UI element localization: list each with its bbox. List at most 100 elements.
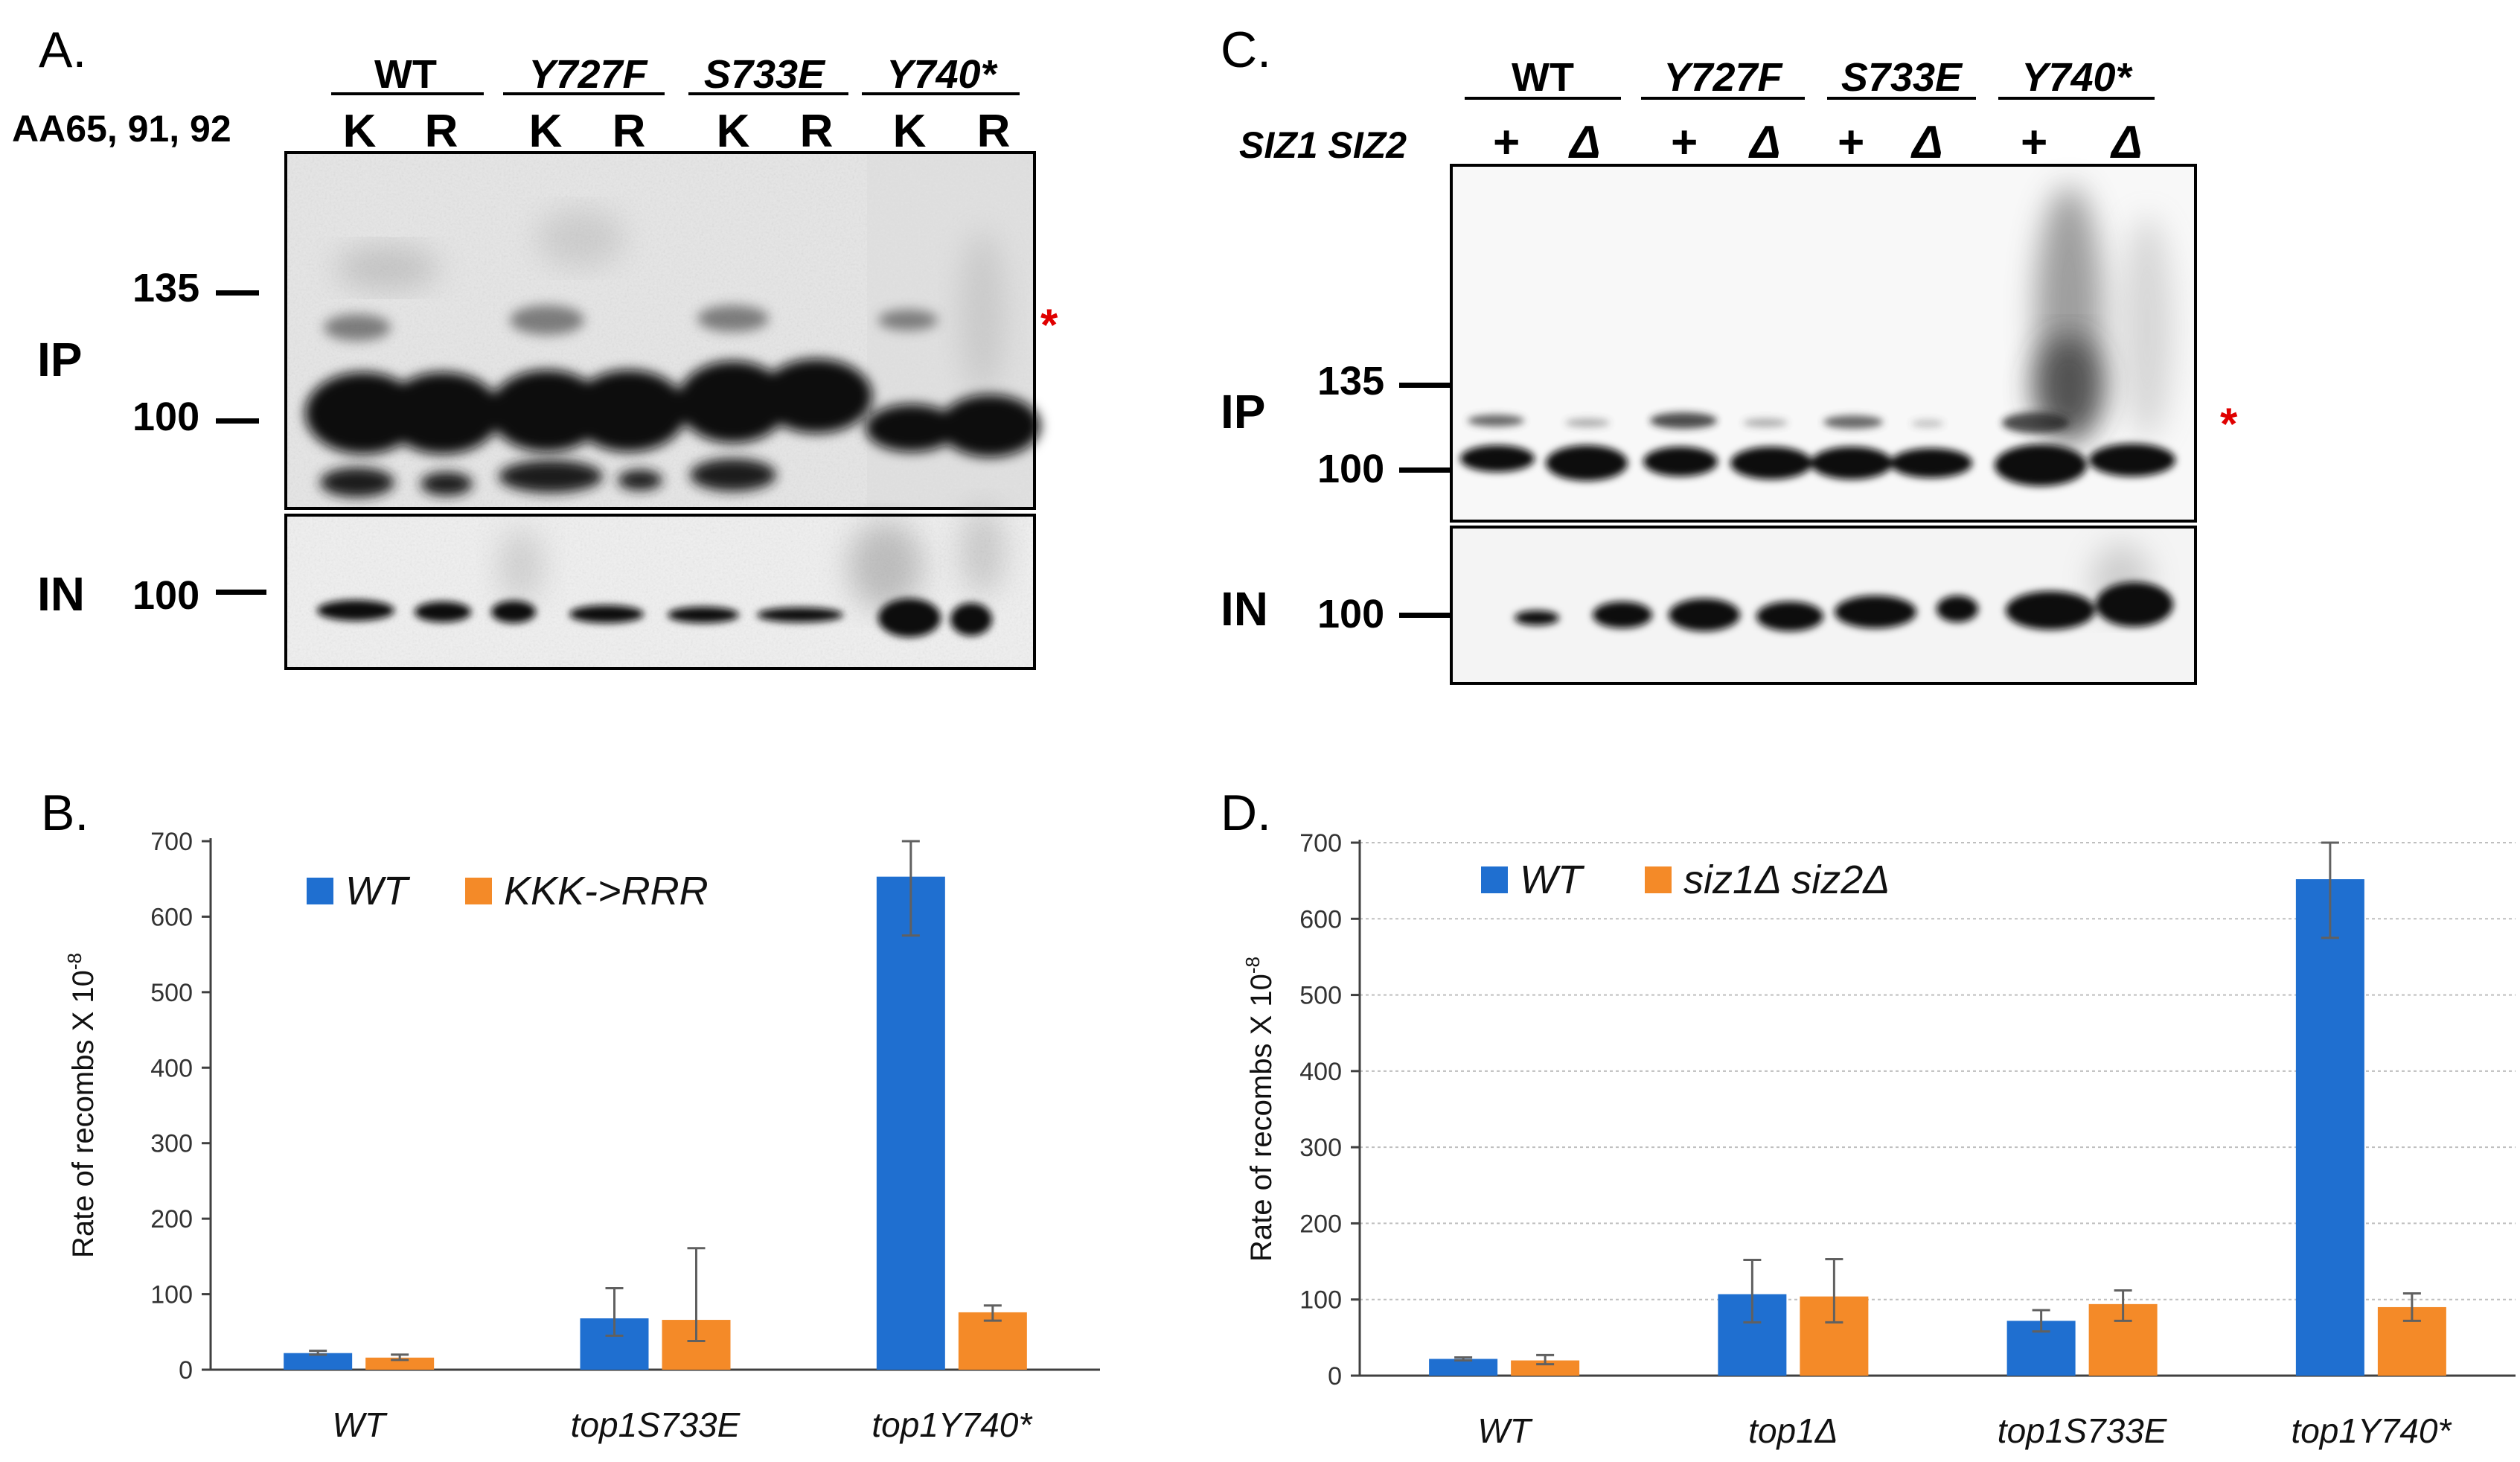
lane-label: Δ (1568, 117, 1601, 168)
y-tick-label: 600 (1299, 905, 1342, 933)
group-label: WT (1512, 55, 1574, 100)
group-label: Y727F (1663, 55, 1783, 100)
lane-label: Δ (1748, 117, 1781, 168)
group-label: Y727F (528, 52, 648, 97)
y-tick-label: 300 (1299, 1134, 1342, 1162)
blot-c-ip (1450, 164, 2197, 523)
lane-label: R (800, 106, 834, 157)
group-label: Y740* (886, 52, 998, 97)
panel-d-label: D. (1221, 785, 1271, 841)
panel-c-group-labels: WT Y727F S733E Y740* (1512, 55, 2134, 100)
x-tick-label: WT (332, 1405, 387, 1444)
panel-c-label: C. (1221, 22, 1271, 78)
bar-wt (284, 1353, 353, 1370)
y-axis-label-exponent: -8 (63, 953, 86, 970)
lane-label: K (717, 106, 750, 157)
in-marker-100: 100 (132, 573, 199, 618)
chart-b: 0 100 200 300 400 500 600 700 Rate of recombs X … (63, 828, 1100, 1444)
legend-label: KKK->RRR (504, 869, 709, 913)
lane-label: + (1492, 117, 1519, 168)
y-tick-label: 600 (150, 903, 193, 931)
marker-tick (1399, 613, 1450, 618)
y-axis-label-exponent: -8 (1241, 957, 1264, 974)
legend-swatch (1645, 866, 1672, 893)
bar-mutant (365, 1357, 435, 1370)
y-tick-label: 500 (1299, 982, 1342, 1010)
panel-a: A. AA65, 91, 92 WT Y727F S733E Y740* K R… (12, 22, 1058, 670)
legend-label: WT (345, 869, 411, 913)
panel-b-label: B. (41, 785, 89, 841)
y-tick-label: 700 (1299, 829, 1342, 858)
y-axis-label-text: Rate of recombs X 10 (67, 970, 100, 1258)
y-tick-label: 400 (150, 1054, 193, 1082)
x-tick-label: top1S733E (1998, 1411, 2168, 1450)
y-tick-label: 100 (150, 1281, 193, 1309)
group-label: Y740* (2021, 55, 2133, 100)
asterisk: * (2220, 399, 2238, 449)
bar-wt (1429, 1359, 1498, 1376)
in-marker-100: 100 (1317, 592, 1384, 636)
y-axis-label: Rate of recombs X 10-8 (63, 953, 100, 1258)
x-tick-label: top1S733E (571, 1405, 741, 1444)
marker-tick (216, 590, 266, 595)
x-tick-label: top1Y740* (872, 1405, 1033, 1444)
legend-swatch (465, 878, 492, 904)
chart-d: 0 100 200 300 400 500 600 700 Rate of recombs X … (1241, 829, 2516, 1450)
lane-label: R (613, 106, 646, 157)
panel-b: B. 0 100 200 300 400 500 600 700 Rate of recombs… (41, 785, 1100, 1444)
legend-swatch (307, 878, 333, 904)
group-label: WT (374, 52, 437, 97)
y-tick-label: 300 (150, 1130, 193, 1158)
bar-mutant (1511, 1360, 1580, 1376)
y-tick-label: 500 (150, 979, 193, 1007)
panel-a-group-labels: WT Y727F S733E Y740* (374, 52, 999, 97)
y-axis-label: Rate of recombs X 10-8 (1241, 957, 1278, 1262)
lane-label: K (529, 106, 563, 157)
panel-d: D. 0 100 200 300 400 500 600 700 Rate of recombs… (1221, 785, 2516, 1450)
y-tick-label: 0 (1328, 1362, 1342, 1391)
panel-c-lane-labels: + Δ + Δ + Δ + Δ (1492, 117, 2143, 168)
group-label: S733E (704, 52, 826, 97)
y-tick-label: 400 (1299, 1058, 1342, 1086)
marker-tick (216, 418, 259, 424)
genotype-label: SIZ1 SIZ2 (1239, 124, 1407, 166)
y-axis-label-text: Rate of recombs X 10 (1245, 974, 1278, 1262)
marker-100: 100 (1317, 447, 1384, 491)
marker-135: 135 (132, 266, 199, 310)
lane-label: K (343, 106, 377, 157)
marker-tick (216, 290, 259, 296)
lane-label: Δ (2110, 117, 2143, 168)
blot-a-in (284, 506, 1036, 670)
in-label: IN (37, 567, 85, 621)
x-tick-label: top1Y740* (2291, 1411, 2452, 1450)
legend-label: siz1Δ siz2Δ (1683, 858, 1890, 902)
bar-wt (876, 876, 945, 1370)
blot-a-ip (284, 151, 1040, 510)
y-tick-label: 200 (150, 1205, 193, 1233)
panel-a-label: A. (39, 22, 86, 78)
lane-label: R (425, 106, 458, 157)
lane-label: K (893, 106, 927, 157)
panel-a-lane-labels: K R K R K R K R (343, 106, 1011, 157)
residues-label: AA65, 91, 92 (12, 108, 231, 150)
y-tick-label: 0 (179, 1356, 193, 1385)
ip-label: IP (37, 333, 82, 386)
bar-mutant (958, 1312, 1027, 1370)
x-tick-label: WT (1477, 1411, 1532, 1450)
marker-tick (1399, 467, 1450, 473)
ip-label: IP (1221, 385, 1265, 438)
marker-100: 100 (132, 395, 199, 439)
blot-c-in (1450, 526, 2197, 685)
legend-label: WT (1520, 858, 1585, 902)
lane-label: + (2020, 117, 2047, 168)
marker-tick (1399, 383, 1450, 388)
y-tick-label: 100 (1299, 1286, 1342, 1315)
marker-135: 135 (1317, 359, 1384, 403)
x-tick-label: top1Δ (1748, 1411, 1838, 1450)
asterisk: * (1040, 300, 1058, 350)
group-label: S733E (1841, 55, 1963, 100)
y-tick-label: 700 (150, 828, 193, 856)
lane-label: Δ (1910, 117, 1943, 168)
panel-c: C. SIZ1 SIZ2 WT Y727F S733E Y740* + Δ + … (1221, 22, 2238, 685)
in-label: IN (1221, 582, 1268, 636)
